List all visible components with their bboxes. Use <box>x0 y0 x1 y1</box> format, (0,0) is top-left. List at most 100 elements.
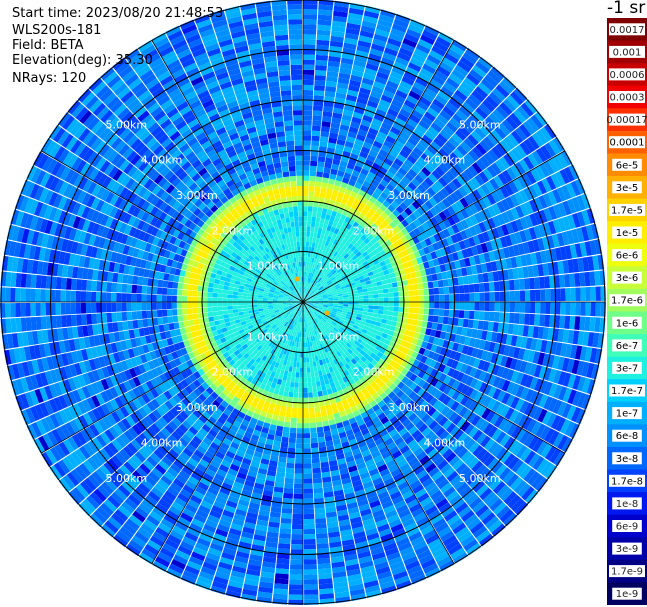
range-gate-cell <box>376 131 388 140</box>
range-gate-cell <box>492 271 499 282</box>
range-gate-cell <box>383 187 392 196</box>
range-gate-cell <box>321 291 327 295</box>
range-gate-cell <box>312 298 318 300</box>
range-gate-cell <box>449 166 460 178</box>
range-gate-cell <box>339 283 346 288</box>
range-gate-cell <box>289 386 294 393</box>
range-gate-cell <box>465 386 474 398</box>
range-gate-cell <box>364 322 371 328</box>
range-gate-cell <box>311 307 316 311</box>
range-gate-cell <box>382 52 397 62</box>
range-gate-cell <box>377 19 393 28</box>
range-gate-cell <box>429 266 437 275</box>
range-gate-cell <box>354 138 364 147</box>
range-gate-cell <box>449 44 465 56</box>
range-gate-cell <box>562 260 570 274</box>
range-gate-cell <box>452 342 460 352</box>
range-gate-cell <box>506 167 517 180</box>
range-gate-cell <box>365 319 372 324</box>
range-gate-cell <box>533 197 544 211</box>
range-gate-cell <box>428 159 439 170</box>
range-gate-cell <box>385 364 393 372</box>
range-gate-cell <box>434 265 442 274</box>
range-gate-cell <box>406 28 422 39</box>
range-gate-cell <box>423 334 430 343</box>
range-gate-cell <box>478 210 488 222</box>
range-gate-cell <box>477 82 492 95</box>
range-gate-cell <box>323 251 328 257</box>
range-gate-cell <box>322 389 328 396</box>
range-gate-cell <box>462 318 469 328</box>
range-gate-cell <box>350 337 357 344</box>
range-gate-cell <box>279 410 286 417</box>
range-gate-cell <box>318 299 324 302</box>
range-gate-cell <box>333 298 339 301</box>
range-gate-cell <box>566 230 575 245</box>
range-gate-cell <box>460 384 470 395</box>
range-gate-cell <box>493 175 504 188</box>
range-gate-cell <box>345 316 351 320</box>
range-gate-cell <box>485 95 499 109</box>
range-gate-cell <box>502 323 509 334</box>
range-gate-cell <box>495 84 510 98</box>
range-gate-cell <box>527 325 534 338</box>
range-gate-cell <box>585 224 595 241</box>
range-gate-cell <box>418 248 426 257</box>
range-gate-cell <box>317 390 323 397</box>
range-gate-cell <box>469 293 475 302</box>
range-gate-cell <box>317 19 332 26</box>
range-gate-cell <box>363 244 370 251</box>
range-gate-cell <box>366 132 377 141</box>
range-gate-cell <box>408 302 415 308</box>
range-gate-cell <box>329 40 344 48</box>
range-gate-cell <box>420 327 427 335</box>
range-gate-cell <box>424 357 433 366</box>
range-gate-cell <box>307 304 313 307</box>
range-gate-cell <box>309 175 316 182</box>
range-gate-cell <box>368 294 374 299</box>
range-gate-cell <box>380 191 389 200</box>
range-gate-cell <box>534 392 544 406</box>
range-gate-cell <box>315 411 322 418</box>
range-gate-cell <box>321 255 326 262</box>
range-gate-cell <box>412 283 419 290</box>
range-gate-cell <box>319 288 325 292</box>
range-gate-cell <box>381 57 395 66</box>
range-gate-cell <box>450 401 460 412</box>
range-gate-cell <box>515 255 523 268</box>
range-gate-cell <box>330 243 336 250</box>
range-gate-cell <box>418 308 424 315</box>
range-gate-cell <box>317 227 323 234</box>
range-gate-cell <box>314 222 320 228</box>
range-gate-cell <box>307 387 313 393</box>
range-gate-cell <box>368 336 375 343</box>
range-gate-cell <box>472 110 485 123</box>
range-gate-cell <box>350 245 357 252</box>
range-gate-cell <box>438 32 454 44</box>
range-gate-cell <box>293 498 303 504</box>
range-gate-cell <box>482 321 489 331</box>
range-gate-cell <box>445 155 457 167</box>
range-gate-cell <box>382 284 388 290</box>
range-gate-cell <box>379 275 386 281</box>
range-gate-cell <box>332 20 347 28</box>
range-gate-cell <box>370 122 381 131</box>
range-gate-cell <box>503 98 517 112</box>
range-gate-cell <box>434 330 442 339</box>
range-gate-cell <box>311 216 317 223</box>
range-gate-cell <box>590 302 596 317</box>
range-gate-cell <box>370 278 377 284</box>
range-gate-cell <box>312 305 318 308</box>
range-gate-cell <box>312 211 317 218</box>
range-gate-cell <box>504 234 513 247</box>
range-gate-cell <box>497 378 506 390</box>
range-gate-cell <box>373 175 383 184</box>
range-gate-cell <box>304 292 306 298</box>
range-gate-cell <box>303 397 309 403</box>
range-gate-cell <box>342 294 349 298</box>
range-gate-cell <box>402 334 409 342</box>
range-gate-cell <box>408 230 417 239</box>
range-gate-cell <box>387 287 394 293</box>
range-gate-cell <box>453 148 464 160</box>
range-gate-cell <box>379 61 393 71</box>
